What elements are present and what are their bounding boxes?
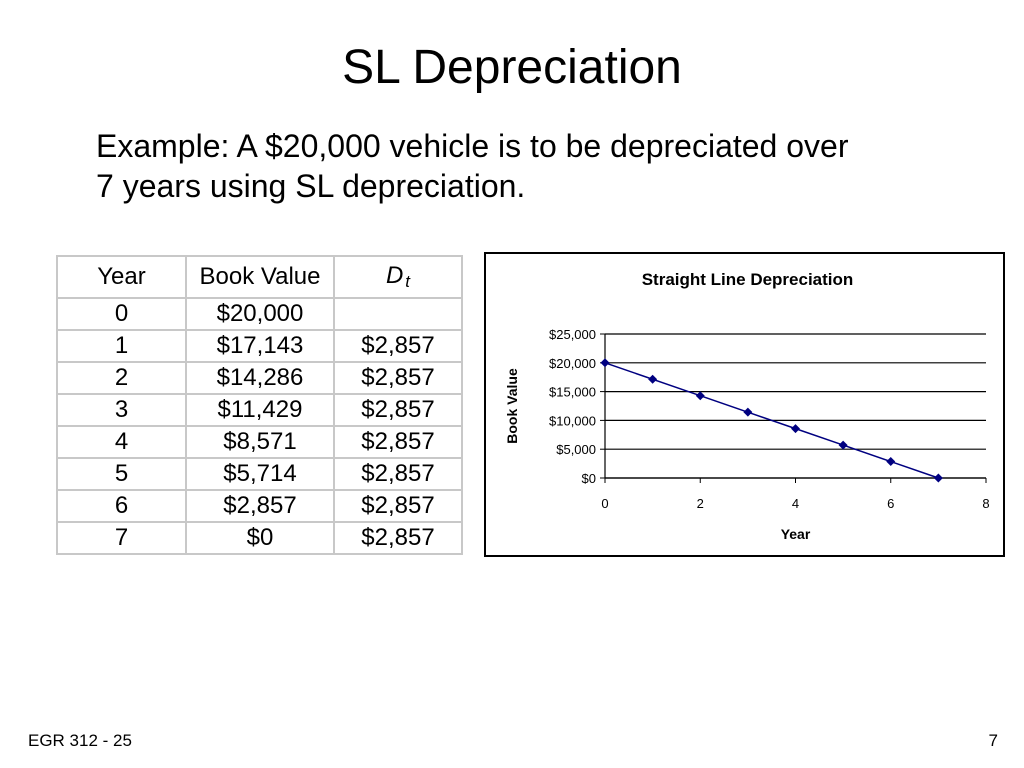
cell-dt: $2,857 [333,329,463,363]
table-row: 1 $17,143 $2,857 [56,329,463,363]
table-row: 7 $0 $2,857 [56,521,463,555]
cell-book-value: $2,857 [185,489,335,523]
x-tick-label: 2 [697,496,704,511]
dt-symbol: D [385,262,404,289]
table-row: 5 $5,714 $2,857 [56,457,463,491]
data-point-marker [648,374,658,384]
cell-book-value: $5,714 [185,457,335,491]
table-row: 2 $14,286 $2,857 [56,361,463,395]
y-tick-label: $0 [582,471,596,486]
data-point-marker [791,424,800,434]
cell-year: 2 [56,361,187,395]
cell-year: 3 [56,393,187,427]
cell-year: 4 [56,425,187,459]
y-axis-label: Book Value [504,368,520,444]
y-tick-label: $15,000 [549,385,596,400]
cell-book-value: $8,571 [185,425,335,459]
x-tick-label: 6 [887,496,894,511]
slide-title: SL Depreciation [342,41,682,94]
example-line-1: Example: A $20,000 vehicle is to be depr… [96,128,849,164]
cell-book-value: $11,429 [185,393,335,427]
example-text: Example: A $20,000 vehicle is to be depr… [96,126,956,206]
example-line-2: 7 years using SL depreciation. [96,168,526,204]
cell-dt: $2,857 [333,457,463,491]
x-tick-label: 8 [982,496,989,511]
cell-book-value: $17,143 [185,329,335,363]
dt-subscript: t [405,272,411,291]
footer-course-label: EGR 312 - 25 [28,731,132,750]
y-tick-label: $10,000 [549,413,596,428]
y-tick-label: $20,000 [549,356,596,371]
x-tick-label: 0 [601,496,608,511]
cell-dt: $2,857 [333,361,463,395]
cell-dt: $2,857 [333,425,463,459]
chart-title: Straight Line Depreciation [642,270,854,289]
data-point-marker [838,440,848,450]
cell-year: 6 [56,489,187,523]
chart-svg: Straight Line Depreciation $0 $5,000 $10,00… [504,270,990,542]
cell-dt: $2,857 [333,521,463,555]
table-row: 3 $11,429 $2,857 [56,393,463,427]
series-line [604,362,939,479]
y-tick-label: $25,000 [549,327,596,342]
cell-year: 0 [56,297,187,331]
y-tick-label: $5,000 [556,442,596,457]
cell-dt [333,297,463,331]
cell-book-value: $14,286 [185,361,335,395]
table-row: 4 $8,571 $2,857 [56,425,463,459]
cell-year: 1 [56,329,187,363]
cell-dt: $2,857 [333,489,463,523]
cell-book-value: $20,000 [185,297,335,331]
header-book-value: Book Value [185,255,335,299]
header-year: Year [56,255,187,299]
data-point-marker [743,407,753,417]
cell-year: 7 [56,521,187,555]
data-point-marker [695,391,705,401]
data-point-marker [933,473,943,483]
data-point-marker [886,457,896,467]
cell-dt: $2,857 [333,393,463,427]
table-row: 6 $2,857 $2,857 [56,489,463,523]
cell-year: 5 [56,457,187,491]
table-row: 0 $20,000 [56,297,463,331]
x-tick-label: 4 [792,496,799,511]
x-axis-label: Year [781,526,811,542]
data-point-marker [600,358,610,368]
cell-book-value: $0 [185,521,335,555]
page-number: 7 [988,731,998,750]
depreciation-chart: Straight Line Depreciation $0 $5,000 $10,00… [484,252,1005,557]
